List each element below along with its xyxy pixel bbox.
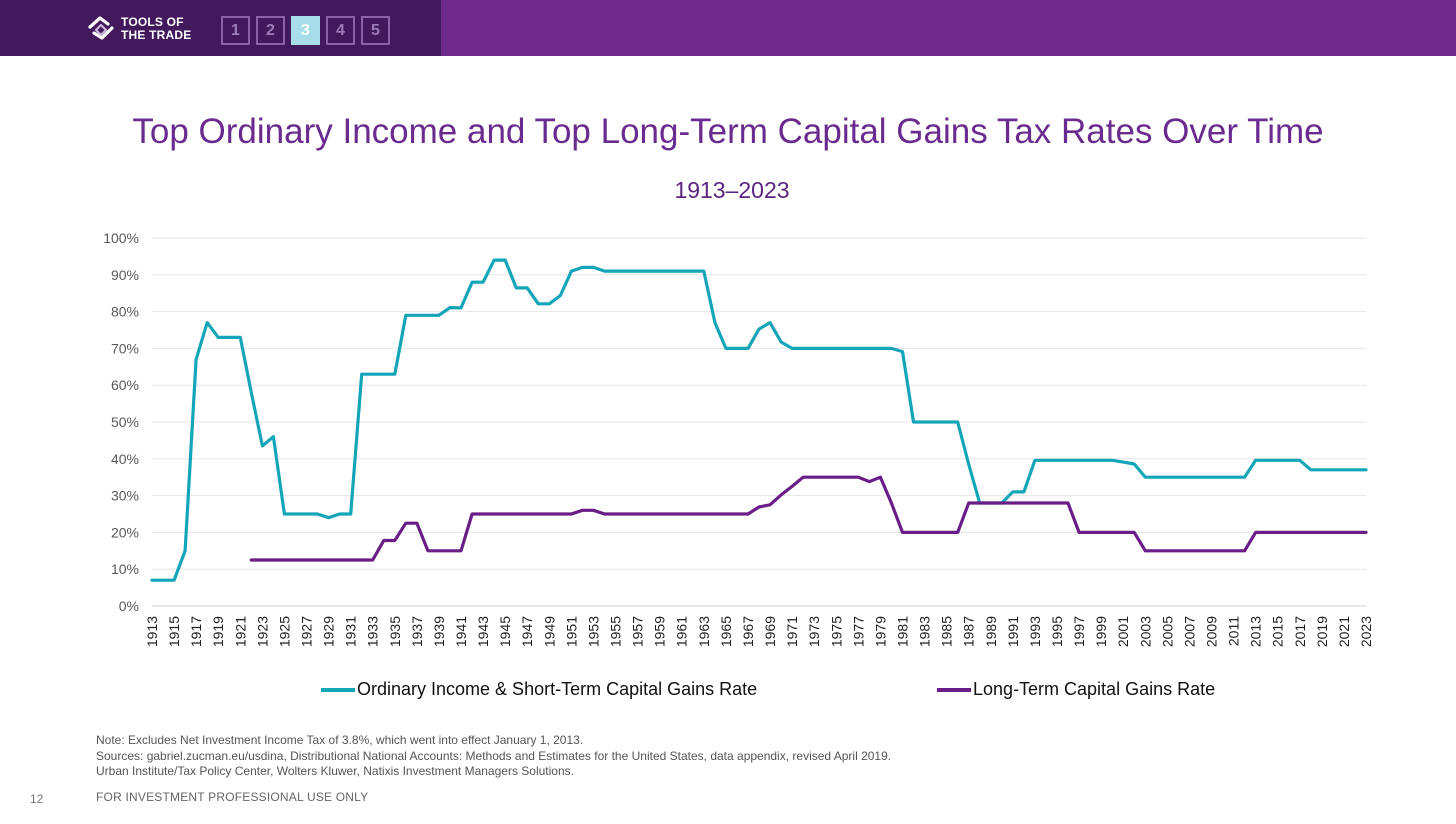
x-tick-label: 1933 (365, 616, 381, 647)
x-tick-label: 1957 (630, 616, 646, 647)
x-tick-label: 1927 (299, 616, 315, 647)
x-tick-label: 1923 (254, 616, 270, 647)
x-tick-label: 1993 (1027, 616, 1043, 647)
y-tick-label: 30% (111, 488, 139, 504)
y-tick-label: 100% (103, 230, 139, 246)
x-tick-label: 2013 (1248, 616, 1264, 647)
chart-subtitle: 1913–2023 (674, 177, 790, 203)
legend-swatch-teal (321, 687, 355, 692)
x-tick-label: 1971 (784, 616, 800, 647)
legend-label-long-term-gains: Long-Term Capital Gains Rate (973, 679, 1216, 699)
logo-line-1: TOOLS OF (121, 15, 184, 29)
x-tick-label: 1989 (983, 616, 999, 647)
x-tick-label: 1921 (232, 616, 248, 647)
x-tick-label: 1963 (696, 616, 712, 647)
x-tick-label: 2007 (1181, 616, 1197, 647)
x-tick-label: 1955 (608, 616, 624, 647)
header-brand-panel: TOOLS OF THE TRADE 1 2 3 4 5 (0, 0, 441, 56)
x-tick-label: 1981 (894, 616, 910, 647)
x-tick-label: 1991 (1005, 616, 1021, 647)
x-tick-label: 1939 (431, 616, 447, 647)
x-tick-label: 1995 (1049, 616, 1065, 647)
step-navigation: 1 2 3 4 5 (221, 16, 390, 45)
x-tick-label: 1919 (210, 616, 226, 647)
x-tick-label: 2009 (1203, 616, 1219, 647)
x-tick-label: 1973 (806, 616, 822, 647)
logo-wordmark: TOOLS OF THE TRADE (121, 16, 191, 42)
x-tick-label: 1985 (939, 616, 955, 647)
step-button-3-active[interactable]: 3 (291, 16, 320, 45)
x-tick-label: 1961 (674, 616, 690, 647)
legend-swatch-purple (937, 687, 971, 692)
x-tick-label: 1953 (585, 616, 601, 647)
x-tick-label: 2017 (1292, 616, 1308, 647)
x-tick-label: 1949 (541, 616, 557, 647)
y-tick-label: 90% (111, 267, 139, 283)
chart-note: Note: Excludes Net Investment Income Tax… (96, 733, 584, 747)
x-tick-label: 1983 (917, 616, 933, 647)
footer-disclaimer: FOR INVESTMENT PROFESSIONAL USE ONLY (96, 790, 369, 804)
legend-item-long-term-gains: Long-Term Capital Gains Rate (937, 679, 1215, 700)
x-tick-label: 1947 (519, 616, 535, 647)
x-tick-label: 1951 (563, 616, 579, 647)
x-tick-label: 1929 (321, 616, 337, 647)
page-number: 12 (30, 792, 44, 806)
x-tick-label: 2019 (1314, 616, 1330, 647)
x-tick-label: 2021 (1336, 616, 1352, 647)
step-button-5[interactable]: 5 (361, 16, 390, 45)
step-button-1[interactable]: 1 (221, 16, 250, 45)
tools-logo-icon (88, 16, 114, 40)
x-tick-label: 1959 (652, 616, 668, 647)
x-tick-label: 2015 (1270, 616, 1286, 647)
y-tick-label: 10% (111, 561, 139, 577)
x-tick-label: 1931 (343, 616, 359, 647)
x-tick-label: 2001 (1115, 616, 1131, 647)
x-tick-label: 1917 (188, 616, 204, 647)
legend-item-ordinary-income: Ordinary Income & Short-Term Capital Gai… (321, 679, 757, 700)
step-button-4[interactable]: 4 (326, 16, 355, 45)
series-line-long-term-gains (249, 475, 1368, 562)
x-tick-label: 2011 (1226, 616, 1242, 646)
x-tick-label: 1941 (453, 616, 469, 647)
x-tick-label: 1913 (144, 616, 160, 647)
y-tick-label: 20% (111, 524, 139, 540)
x-tick-label: 1945 (497, 616, 513, 647)
x-tick-label: 1975 (828, 616, 844, 647)
x-tick-label: 1937 (409, 616, 425, 647)
slide-title: Top Ordinary Income and Top Long-Term Ca… (132, 112, 1324, 151)
y-tick-label: 70% (111, 340, 139, 356)
x-tick-label: 2005 (1159, 616, 1175, 647)
sources-line-1: Sources: gabriel.zucman.eu/usdina, Distr… (96, 749, 892, 763)
x-tick-label: 1915 (166, 616, 182, 647)
x-tick-label: 1965 (718, 616, 734, 647)
x-tick-label: 1943 (475, 616, 491, 647)
x-tick-label: 1977 (850, 616, 866, 647)
y-tick-label: 40% (111, 451, 139, 467)
step-button-2[interactable]: 2 (256, 16, 285, 45)
y-tick-label: 0% (119, 598, 139, 614)
y-tick-label: 80% (111, 304, 139, 320)
x-tick-label: 1969 (762, 616, 778, 647)
sources-line-2: Urban Institute/Tax Policy Center, Wolte… (96, 763, 574, 778)
x-tick-label: 1935 (387, 616, 403, 647)
y-tick-label: 60% (111, 377, 139, 393)
x-tick-label: 2003 (1137, 616, 1153, 647)
x-tick-label: 1999 (1093, 616, 1109, 647)
x-tick-label: 1997 (1071, 616, 1087, 647)
chart-sources: Sources: gabriel.zucman.eu/usdina, Distr… (96, 749, 891, 778)
y-tick-label: 50% (111, 414, 139, 430)
x-tick-label: 1987 (961, 616, 977, 647)
x-tick-label: 1979 (872, 616, 888, 647)
x-tick-label: 1925 (276, 616, 292, 647)
legend-label-ordinary-income: Ordinary Income & Short-Term Capital Gai… (357, 679, 758, 699)
x-tick-label: 1967 (740, 616, 756, 647)
header-bar: TOOLS OF THE TRADE 1 2 3 4 5 (0, 0, 1456, 56)
series-line-ordinary-income (150, 258, 1368, 582)
tax-rate-line-chart: 0% 10% 20% 30% 40% 50% 60% 70% 80% 90% 100% 1913 191… (103, 230, 1374, 647)
logo-line-2: THE TRADE (121, 28, 192, 42)
x-tick-label: 2023 (1358, 616, 1374, 647)
